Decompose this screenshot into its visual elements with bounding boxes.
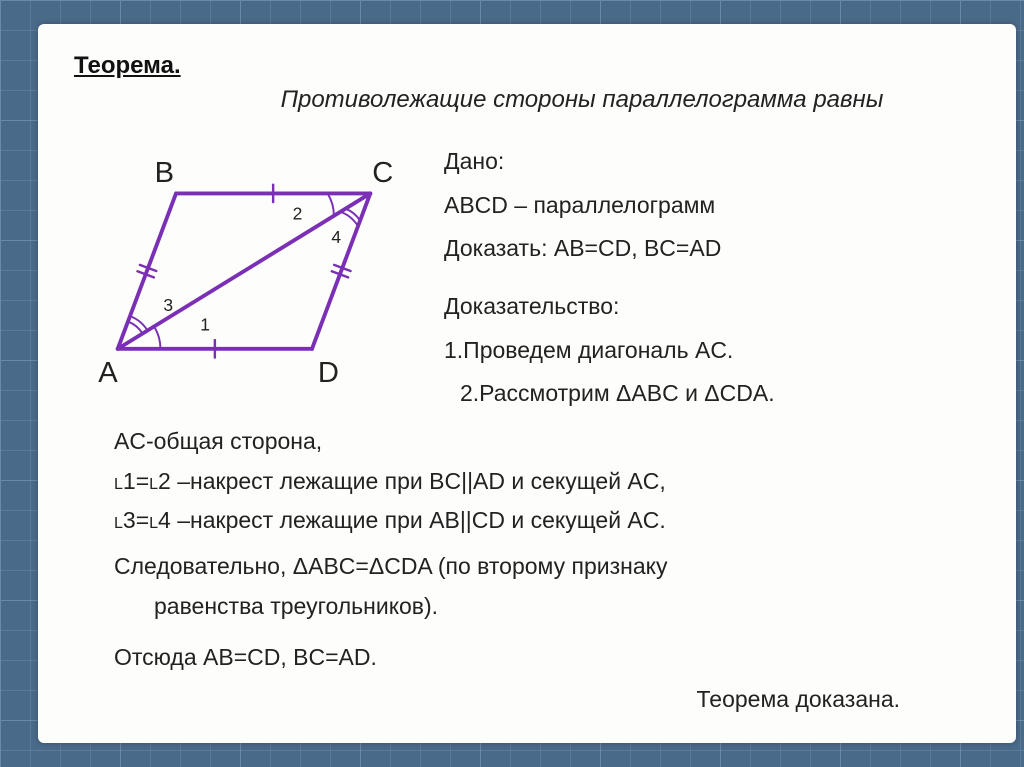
content-card: Теорема. Противолежащие стороны параллел… [38, 24, 1016, 743]
upper-row: A B C D 1 2 3 4 Дано: ABCD – параллелограмм Док… [74, 140, 980, 416]
given-block: Дано: ABCD – параллелограмм Доказать: AB… [444, 140, 775, 416]
proof-common-side: AC-общая сторона, [114, 424, 980, 460]
left-grid-strip [0, 0, 38, 767]
proof-conclusion2: Отсюда AB=CD, BC=AD. [114, 640, 980, 676]
svg-text:1: 1 [200, 314, 210, 334]
svg-text:2: 2 [293, 204, 303, 224]
svg-text:C: C [372, 157, 393, 189]
proof-angles-12: L1=L2 –накрест лежащие при BC||AD и секу… [114, 464, 980, 500]
theorem-statement: Противолежащие стороны параллелограмма р… [74, 86, 980, 114]
proof-step1: 1.Проведем диагональ AC. [444, 329, 775, 373]
proof-step2: 2.Рассмотрим ΔABC и ΔCDA. [460, 372, 775, 416]
parallelogram-diagram: A B C D 1 2 3 4 [74, 140, 414, 393]
svg-text:B: B [155, 157, 174, 189]
slide-background: Теорема. Противолежащие стороны параллел… [0, 0, 1024, 767]
svg-text:A: A [98, 357, 118, 389]
proof-conclusion1: Следовательно, ΔABC=ΔCDA (по второму при… [114, 549, 980, 585]
proof-conclusion1b: равенства треугольников). [114, 589, 980, 625]
given-line1: ABCD – параллелограмм [444, 184, 775, 228]
given-header: Дано: [444, 140, 775, 184]
svg-text:D: D [318, 357, 339, 389]
svg-text:4: 4 [331, 227, 341, 247]
proof-body: AC-общая сторона, L1=L2 –накрест лежащие… [74, 424, 980, 717]
prove-line: Доказать: AB=CD, BC=AD [444, 227, 775, 271]
proof-qed: Теорема доказана. [114, 682, 980, 718]
svg-text:3: 3 [163, 295, 173, 315]
proof-angles-34: L3=L4 –накрест лежащие при AB||CD и секу… [114, 503, 980, 539]
theorem-label: Теорема. [74, 52, 980, 80]
diagram-container: A B C D 1 2 3 4 [74, 140, 414, 398]
proof-header: Доказательство: [444, 285, 775, 329]
